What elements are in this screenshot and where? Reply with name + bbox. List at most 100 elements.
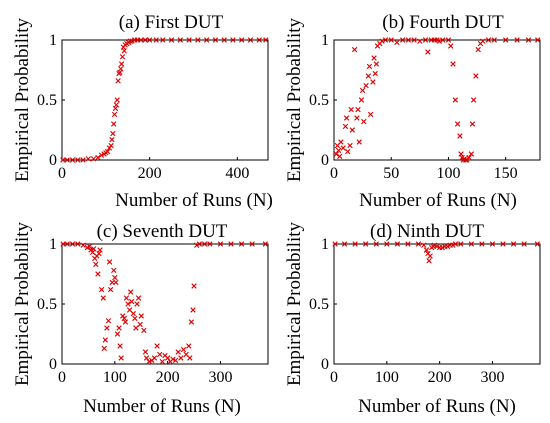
data-point bbox=[347, 142, 353, 149]
data-point bbox=[130, 310, 136, 317]
data-point bbox=[186, 343, 192, 349]
panel-a-ylabel: Empirical Probability bbox=[12, 17, 33, 182]
data-point bbox=[101, 345, 107, 352]
data-point bbox=[354, 115, 360, 121]
data-point bbox=[97, 247, 103, 253]
x-tick-label: 0 bbox=[330, 369, 338, 386]
data-point bbox=[452, 241, 459, 247]
data-point bbox=[367, 111, 374, 118]
data-point bbox=[90, 156, 97, 162]
data-point bbox=[230, 37, 236, 43]
data-point bbox=[146, 37, 153, 43]
data-point bbox=[411, 37, 417, 43]
panel-c-title: (c) Seventh DUT bbox=[97, 221, 228, 242]
data-point bbox=[454, 121, 461, 127]
data-point bbox=[479, 241, 485, 247]
x-tick-label: 200 bbox=[428, 369, 452, 386]
data-point bbox=[132, 315, 138, 322]
data-point bbox=[89, 249, 96, 256]
data-point bbox=[75, 241, 81, 247]
data-point bbox=[85, 156, 91, 162]
data-point bbox=[138, 313, 144, 319]
data-point bbox=[95, 271, 101, 277]
x-tick-label: 0 bbox=[58, 369, 66, 386]
data-point bbox=[102, 337, 109, 343]
panel-c-ylabel: Empirical Probability bbox=[12, 221, 33, 386]
data-point bbox=[502, 37, 509, 43]
data-point bbox=[394, 39, 400, 46]
data-point bbox=[535, 37, 541, 43]
data-point bbox=[113, 102, 120, 108]
data-point bbox=[191, 283, 197, 289]
x-tick-label: 0 bbox=[330, 165, 338, 182]
panel-d-title: (d) Ninth DUT bbox=[370, 221, 484, 242]
data-point bbox=[249, 241, 255, 247]
data-point bbox=[510, 241, 517, 247]
data-point bbox=[104, 148, 111, 155]
data-point bbox=[340, 145, 346, 151]
data-point bbox=[75, 157, 81, 163]
data-point bbox=[405, 241, 411, 247]
data-point bbox=[168, 37, 175, 43]
data-point bbox=[119, 54, 126, 60]
data-point bbox=[178, 355, 184, 361]
data-point bbox=[338, 139, 344, 145]
panel-b-plot-frame bbox=[333, 39, 541, 161]
data-point bbox=[180, 346, 187, 353]
data-point bbox=[534, 241, 541, 247]
data-point bbox=[333, 151, 339, 157]
panel-d-xlabel: Number of Runs (N) bbox=[358, 396, 516, 417]
data-point bbox=[262, 241, 269, 247]
data-point bbox=[371, 55, 377, 61]
y-tick-label: 0 bbox=[321, 356, 329, 373]
data-point bbox=[60, 241, 66, 247]
data-point bbox=[366, 63, 373, 70]
data-point bbox=[521, 241, 527, 247]
data-point bbox=[104, 325, 110, 331]
data-point bbox=[372, 70, 378, 77]
data-point bbox=[114, 331, 121, 337]
y-tick-label: 0.5 bbox=[37, 92, 57, 109]
panel-c-xlabel: Number of Runs (N) bbox=[83, 396, 241, 417]
y-tick-label: 0.5 bbox=[309, 92, 329, 109]
panel-b-ylabel: Empirical Probability bbox=[284, 17, 305, 182]
panel-a-title: (a) First DUT bbox=[119, 12, 224, 33]
panel-d: (d) Ninth DUT Empirical Probability Numb… bbox=[284, 221, 541, 417]
data-point bbox=[382, 37, 389, 43]
data-point bbox=[221, 37, 227, 43]
panel-a-xlabel: Number of Runs (N) bbox=[115, 190, 273, 211]
data-point bbox=[190, 307, 196, 313]
panel-c-marks: 0 100 200 300 0 0.5 1 bbox=[37, 236, 269, 386]
data-point bbox=[129, 298, 135, 305]
data-point bbox=[399, 37, 406, 43]
data-point bbox=[342, 123, 349, 130]
data-point bbox=[363, 82, 369, 89]
data-point bbox=[452, 97, 458, 103]
y-tick-label: 1 bbox=[321, 236, 329, 253]
x-tick-label: 50 bbox=[383, 165, 399, 182]
data-point bbox=[341, 241, 348, 247]
data-point bbox=[142, 349, 149, 355]
data-point bbox=[238, 241, 245, 247]
panel-a-plot-frame bbox=[61, 39, 269, 161]
data-point bbox=[458, 151, 464, 157]
panel-d-marks: 0 100 200 300 0 0.5 1 bbox=[309, 236, 541, 386]
data-point bbox=[348, 106, 354, 113]
data-point bbox=[60, 157, 66, 163]
data-point bbox=[247, 37, 254, 43]
data-point bbox=[349, 127, 355, 133]
x-tick-label: 100 bbox=[103, 369, 127, 386]
y-tick-label: 1 bbox=[49, 236, 57, 253]
data-point bbox=[133, 325, 139, 331]
data-point bbox=[203, 37, 210, 43]
x-tick-label: 300 bbox=[480, 369, 504, 386]
data-point bbox=[365, 73, 372, 79]
data-point bbox=[108, 142, 114, 149]
x-tick-label: 200 bbox=[138, 165, 162, 182]
data-point bbox=[405, 37, 412, 43]
data-point bbox=[80, 242, 86, 248]
data-point bbox=[106, 259, 113, 265]
data-point bbox=[356, 139, 362, 145]
data-point bbox=[207, 241, 213, 247]
data-point bbox=[138, 37, 144, 43]
